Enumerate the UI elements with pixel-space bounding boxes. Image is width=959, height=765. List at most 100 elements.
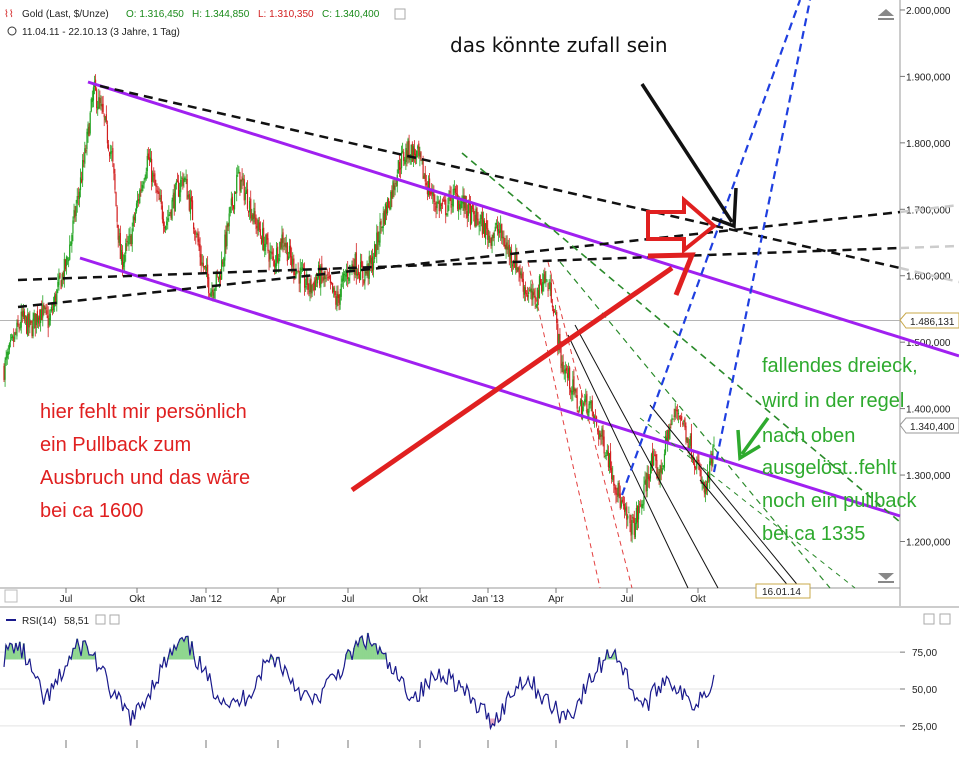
blue-dashed-line-2 (712, 0, 812, 473)
high-value: H: 1.344,850 (192, 9, 250, 20)
candle-body (168, 214, 170, 217)
candle-body (608, 453, 611, 468)
candle-body (363, 279, 365, 284)
candle-body (203, 266, 205, 268)
candle-body (336, 294, 338, 307)
candle-body (158, 191, 160, 201)
candle-body (432, 189, 434, 197)
candle-body (453, 188, 455, 190)
candle-body (103, 114, 105, 118)
candle-body (315, 276, 318, 281)
candle-body (525, 293, 528, 295)
candle-body (398, 161, 401, 171)
candle-body (492, 234, 494, 239)
candle-body (496, 225, 499, 232)
candle-body (537, 290, 539, 298)
candle-body (369, 255, 371, 263)
candle-body (41, 308, 43, 320)
rsi-y-tick-label: 25,00 (912, 722, 937, 733)
x-tick-label: Jul (60, 594, 73, 605)
panel-menu-icon[interactable] (4, 589, 18, 603)
candle-body (476, 207, 478, 220)
candle-body (317, 265, 320, 278)
candle-body (51, 309, 54, 311)
candle-body (75, 206, 77, 216)
candle-body (289, 245, 292, 258)
candle-body (219, 275, 222, 280)
candle-body (574, 388, 576, 391)
candle-body (490, 237, 492, 246)
candle-body (592, 411, 594, 419)
candle-body (132, 216, 134, 227)
y-tick-label: 1.600,000 (906, 272, 951, 283)
candle-body (49, 313, 51, 321)
candle-body (486, 220, 488, 229)
candle-body (182, 178, 184, 186)
candle-body (17, 319, 19, 326)
candle-body (36, 310, 38, 322)
candle-body (167, 218, 169, 221)
candle-body (561, 363, 563, 366)
candle-body (651, 451, 654, 466)
y-tick-label: 1.200,000 (906, 537, 951, 548)
candle-body (379, 222, 381, 243)
scroll-down-bar (878, 581, 894, 583)
candle-body (605, 454, 607, 456)
candle-body (155, 185, 157, 187)
candle-body (354, 253, 356, 275)
candle-body (325, 277, 327, 279)
rsi-close-icon[interactable] (109, 614, 120, 625)
candles (3, 74, 715, 543)
candle-body (538, 276, 541, 299)
candle-body (633, 517, 635, 535)
candle-body (144, 176, 146, 180)
rsi-panel-close-icon[interactable] (939, 613, 951, 625)
candle-body (576, 395, 578, 409)
candle-body (82, 159, 84, 181)
candle-body (16, 322, 18, 337)
candle-body (102, 103, 104, 113)
y-tick-label: 1.900,000 (906, 72, 951, 83)
candle-body (654, 454, 656, 457)
support-dashed-line-2 (17, 210, 901, 309)
candle-body (621, 499, 624, 502)
candle-body (420, 151, 422, 160)
candle-body (550, 283, 552, 303)
candle-body (703, 481, 705, 493)
candle-body (247, 210, 250, 213)
scroll-up-icon[interactable] (878, 9, 894, 16)
candle-body (502, 237, 504, 239)
candle-body (113, 163, 115, 174)
candle-body (344, 275, 347, 277)
candle-body (455, 193, 458, 195)
candle-body (263, 227, 265, 251)
candle-body (154, 173, 156, 186)
candle-body (21, 311, 23, 317)
candle-body (22, 310, 24, 317)
candle-body (361, 260, 363, 268)
candle-body (340, 283, 342, 297)
candle-body (642, 504, 644, 506)
candle-body (672, 418, 674, 420)
candle-body (697, 459, 699, 462)
candle-body (677, 412, 680, 414)
candle-body (161, 205, 163, 220)
candle-body (484, 223, 487, 240)
candle-body (606, 450, 608, 455)
red-note-line: Ausbruch und das wäre (40, 467, 250, 489)
candle-body (259, 229, 262, 236)
candle-body (204, 265, 207, 268)
scroll-down-icon[interactable] (878, 573, 894, 580)
candle-body (365, 271, 367, 273)
candle-body (211, 289, 213, 293)
candle-body (32, 318, 34, 337)
rsi-window-icon[interactable] (923, 613, 935, 625)
candle-body (548, 288, 550, 290)
candle-body (300, 268, 302, 270)
candle-body (323, 274, 325, 280)
settings-icon[interactable] (394, 8, 406, 20)
candle-body (669, 426, 671, 439)
candle-body (250, 198, 252, 219)
candle-body (555, 312, 557, 314)
rsi-settings-icon[interactable] (95, 614, 106, 625)
